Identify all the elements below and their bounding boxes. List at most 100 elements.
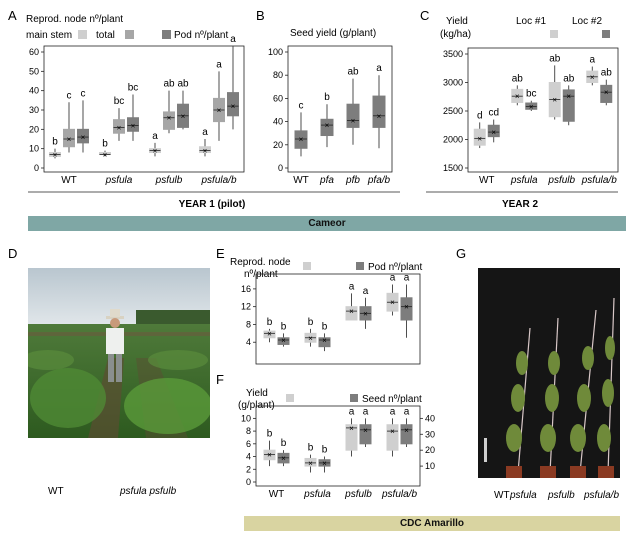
significance-letter: b <box>267 429 273 440</box>
panel-letter-e: E <box>216 246 225 261</box>
chart-c-field-yield: 1500 2000 2500 3000 3500 × d × cd WT × ab × bc psfula ×… <box>443 47 619 186</box>
legend-swatch-total <box>125 30 134 39</box>
panel-letter-c: C <box>420 8 429 23</box>
significance-letter: a <box>216 59 222 70</box>
category-label: pfb <box>345 175 360 186</box>
box-body <box>372 95 386 128</box>
category-label: psfulb <box>155 175 183 186</box>
y-tick-label: 40 <box>273 117 283 127</box>
y-tick-label: 6 <box>246 439 251 449</box>
box-mean-marker: × <box>281 336 286 345</box>
category-label: WT <box>293 175 309 186</box>
y-tick-label: 4 <box>246 452 251 462</box>
y-tick-label: 3500 <box>443 49 463 59</box>
y-tick-label: 50 <box>29 66 39 76</box>
year1-label: YEAR 1 (pilot) <box>179 199 246 210</box>
box-mean-marker: × <box>566 92 571 101</box>
y-tick-label: 100 <box>268 47 283 57</box>
significance-letter: b <box>322 321 328 332</box>
y2-tick-label: 30 <box>425 429 435 439</box>
box-mean-marker: × <box>349 307 354 316</box>
panel-letter-f: F <box>216 372 224 387</box>
panel-letter-d: D <box>8 246 17 261</box>
y-tick-label: 10 <box>29 144 39 154</box>
y-tick-label: 40 <box>29 86 39 96</box>
significance-letter: b <box>102 139 108 150</box>
category-label: pfa/b <box>367 175 391 186</box>
chart-c-frame <box>467 47 619 173</box>
category-label: psfulb <box>344 489 372 500</box>
legend-swatch-loc1 <box>550 30 558 38</box>
y-tick-label: 0 <box>34 163 39 173</box>
box-body <box>304 457 317 467</box>
plant-photo-drawing <box>478 268 620 478</box>
box-mean-marker: × <box>67 135 72 144</box>
category-label: WT <box>479 175 495 186</box>
box-body <box>199 146 211 154</box>
significance-letter: a <box>404 406 410 417</box>
box-body <box>487 124 500 138</box>
legend-f-yield-2: (g/plant) <box>238 400 275 411</box>
box-body <box>77 128 89 144</box>
legend-total: total <box>96 30 115 41</box>
y-tick-label: 2000 <box>443 135 463 145</box>
significance-letter: ab <box>601 68 613 79</box>
photo-g-label-psfulb: psfulb <box>547 490 575 501</box>
legend-e-pod: Pod nº/plant <box>368 262 422 273</box>
category-label: psfula <box>303 489 331 500</box>
legend-swatch-f-seed <box>350 394 358 402</box>
box-mean-marker: × <box>267 329 272 338</box>
significance-letter: bc <box>114 96 125 107</box>
box-body <box>346 103 360 128</box>
box-mean-marker: × <box>103 150 108 159</box>
category-label: psfulb <box>547 175 575 186</box>
panel-letter-a: A <box>8 8 17 23</box>
box-mean-marker: × <box>167 114 172 123</box>
year2-label: YEAR 2 <box>502 199 539 210</box>
y-tick-label: 1500 <box>443 163 463 173</box>
cameor-banner-label: Cameor <box>308 218 346 229</box>
box-body <box>263 330 276 339</box>
box-mean-marker: × <box>281 454 286 463</box>
y-tick-label: 20 <box>29 124 39 134</box>
significance-letter: ab <box>563 73 575 84</box>
significance-letter: a <box>349 281 355 292</box>
box-mean-marker: × <box>529 102 534 111</box>
plant-photo <box>478 268 620 478</box>
y-tick-label: 2500 <box>443 106 463 116</box>
chart-b-seed-yield: 0 20 40 60 80 100 × c WT × b pfa × ab pfb × a pfa/b <box>268 45 393 186</box>
box-body <box>400 424 413 445</box>
significance-letter: a <box>363 406 369 417</box>
box-mean-marker: × <box>552 96 557 105</box>
box-body <box>400 297 413 321</box>
box-mean-marker: × <box>231 102 236 111</box>
significance-letter: a <box>363 286 369 297</box>
chart-f-frame <box>255 405 421 487</box>
y2-tick-label: 40 <box>425 413 435 423</box>
legend-loc2: Loc #2 <box>572 16 602 27</box>
y-tick-label: 16 <box>241 284 251 294</box>
box-mean-marker: × <box>322 459 327 468</box>
category-label: psfula <box>105 175 133 186</box>
category-label: psfula/b <box>381 489 417 500</box>
box-body <box>562 89 575 122</box>
legend-swatch-loc2 <box>602 30 610 38</box>
box-mean-marker: × <box>349 424 354 433</box>
significance-letter: ab <box>549 53 561 64</box>
significance-letter: a <box>230 34 236 45</box>
box-body <box>473 128 486 146</box>
legend-f-seed: Seed nº/plant <box>362 394 422 405</box>
legend-node-title: Reprod. node nº/plant <box>26 14 123 25</box>
significance-letter: ab <box>512 73 524 84</box>
box-mean-marker: × <box>491 128 496 137</box>
legend-main-stem: main stem <box>26 30 72 41</box>
box-mean-marker: × <box>363 309 368 318</box>
significance-letter: b <box>281 321 287 332</box>
box-body <box>127 117 139 132</box>
significance-letter: c <box>81 88 86 99</box>
box-body <box>63 128 75 148</box>
legend-loc1: Loc #1 <box>516 16 546 27</box>
box-mean-marker: × <box>515 92 520 101</box>
significance-letter: a <box>376 63 382 74</box>
